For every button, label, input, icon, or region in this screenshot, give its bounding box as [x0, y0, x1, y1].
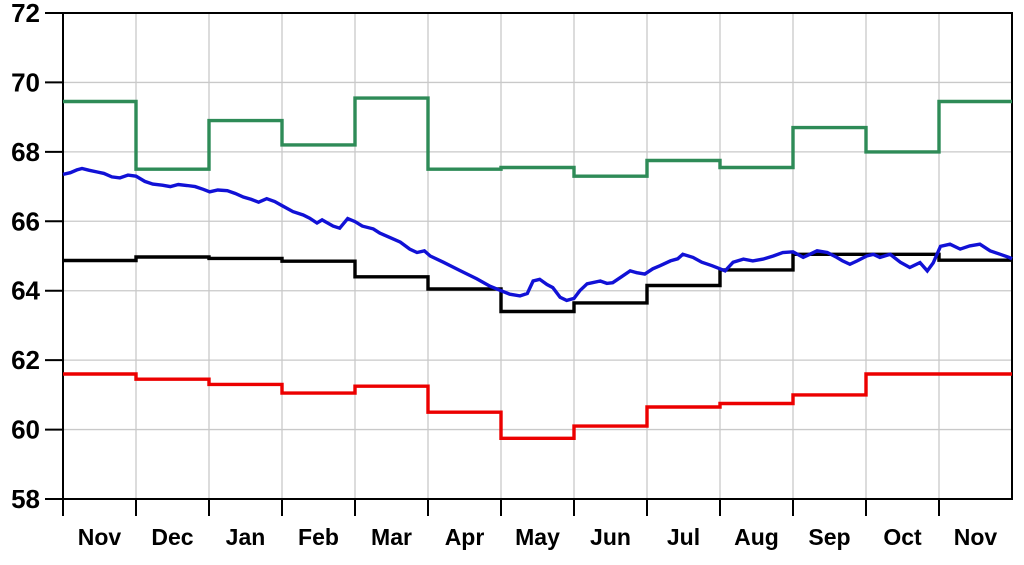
- y-axis-label-68: 68: [11, 137, 40, 167]
- month-label-mar-4: Mar: [371, 524, 412, 550]
- axis-ticks: [45, 12, 940, 516]
- month-label-nov-0: Nov: [78, 524, 122, 550]
- month-label-oct-11: Oct: [883, 524, 922, 550]
- y-axis-label-58: 58: [11, 484, 40, 514]
- month-label-jun-7: Jun: [590, 524, 631, 550]
- y-axis-label-62: 62: [11, 345, 40, 375]
- y-axis-label-70: 70: [11, 67, 40, 97]
- y-axis-label-64: 64: [11, 276, 40, 306]
- month-label-may-6: May: [515, 524, 560, 550]
- gridlines: [63, 13, 1012, 499]
- y-axis-label-60: 60: [11, 415, 40, 445]
- y-axis-label-72: 72: [11, 0, 40, 28]
- upper-monthly-step-series: [63, 96, 1012, 178]
- middle-monthly-step-series: [63, 252, 1012, 314]
- daily-line-series: [62, 166, 1013, 303]
- y-axis-label-66: 66: [11, 206, 40, 236]
- x-axis-labels: Nov Dec Jan Feb Mar Apr May Jun Jul Aug Sep Oct Nov: [78, 524, 998, 550]
- y-axis-labels: 58 60 62 64 66 68 70 72: [11, 0, 40, 514]
- plot-frame: [62, 12, 1013, 500]
- month-label-apr-5: Apr: [445, 524, 485, 550]
- month-label-feb-3: Feb: [298, 524, 339, 550]
- month-label-jul-8: Jul: [667, 524, 700, 550]
- month-label-sep-10: Sep: [808, 524, 850, 550]
- month-label-jan-2: Jan: [226, 524, 266, 550]
- month-label-dec-1: Dec: [151, 524, 193, 550]
- month-label-aug-9: Aug: [734, 524, 779, 550]
- month-label-nov-12: Nov: [954, 524, 998, 550]
- lower-monthly-step-series: [63, 372, 1012, 440]
